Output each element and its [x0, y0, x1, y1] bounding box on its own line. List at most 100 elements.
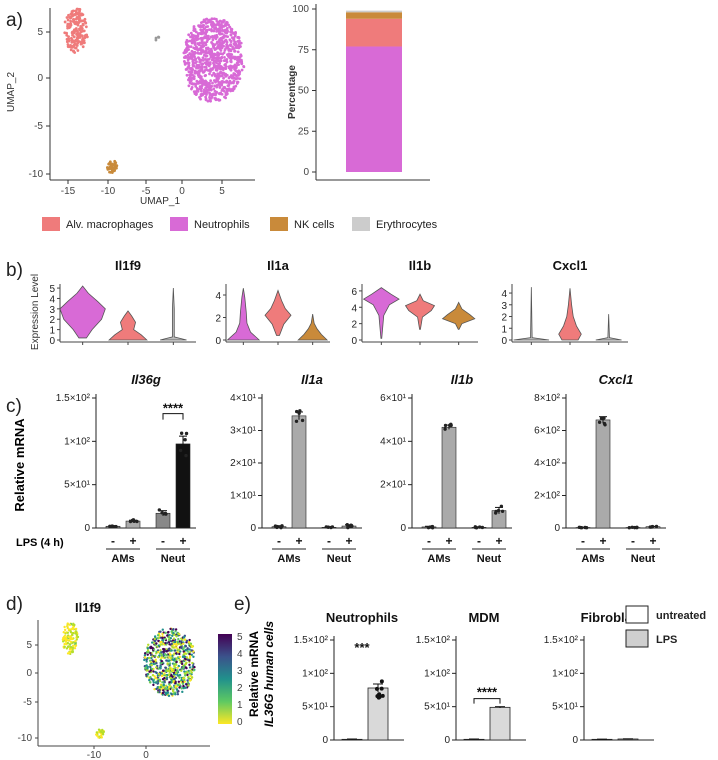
lps-label: LPS (4 h) — [16, 537, 64, 549]
violin-y-tick: 1 — [49, 326, 55, 337]
colorbar-tick: 0 — [237, 717, 243, 728]
violin-shape — [404, 293, 436, 330]
violin-y-tick: 2 — [215, 314, 221, 325]
composition-y-tick: 75 — [298, 45, 310, 56]
human-y-tick: 1×10² — [302, 668, 329, 679]
qpcr-y-tick: 0 — [250, 523, 256, 534]
group-label-ams: AMs — [427, 553, 450, 565]
data-point — [330, 525, 335, 529]
data-point — [500, 509, 505, 513]
legend-label-erythrocytes: Erythrocytes — [376, 219, 438, 231]
data-point — [449, 424, 453, 428]
qpcr-y-tick: 6×10¹ — [380, 393, 407, 404]
treatment-legend: untreated LPS — [625, 605, 706, 648]
group-label-neut: Neut — [327, 553, 352, 565]
group-label-neut: Neut — [477, 553, 502, 565]
mrna-y-label: Relative mRNA — [12, 418, 27, 512]
feature-y-tick: 0 — [26, 668, 32, 679]
data-point — [349, 525, 353, 529]
qpcr-y-tick: 1.5×10² — [56, 393, 91, 404]
feature-x-tick: -10 — [87, 750, 102, 760]
composition-bar-chart: 100 75 50 25 0 Percentage — [287, 4, 430, 181]
data-point — [273, 524, 278, 528]
significance-stars: **** — [163, 401, 184, 416]
group-label-ams: AMs — [581, 553, 604, 565]
violin-shape — [513, 287, 550, 341]
stack-segment-alv-macrophages — [346, 18, 402, 47]
violin-y-tick: 0 — [501, 336, 507, 347]
data-point — [111, 524, 116, 529]
data-point — [179, 431, 184, 435]
significance-stars: **** — [477, 685, 498, 700]
composition-y-tick: 50 — [298, 86, 310, 97]
data-point — [376, 695, 381, 700]
qpcr-title: Il1b — [451, 372, 473, 387]
colorbar-tick: 2 — [237, 683, 243, 694]
legend-swatch-neutrophils — [170, 217, 188, 231]
composition-y-label: Percentage — [287, 65, 298, 119]
human-y-tick: 0 — [444, 735, 450, 746]
qpcr-title: Il36g — [131, 372, 161, 387]
human-bar-charts: Neutrophils 1.5×10² 1×10² 5×10¹ 0 *** MDM 1.5×1… — [294, 610, 654, 746]
umap-x-tick: -15 — [61, 186, 76, 197]
feature-macrophage-cluster — [61, 622, 80, 656]
legend-swatch-nk-cells — [270, 217, 288, 231]
umap-y-ticks: 5 0 -5 -10 — [29, 27, 50, 180]
violin-plot-il1b: Il1b 6 4 2 0 — [351, 258, 478, 347]
erythrocyte-cluster — [154, 35, 161, 42]
qpcr-y-tick: 5×10¹ — [64, 480, 91, 491]
qpcr-bar — [291, 415, 307, 529]
human-y-tick: 0 — [572, 735, 578, 746]
legend-swatch-alv-macrophages — [42, 217, 60, 231]
data-point — [577, 525, 582, 530]
data-point — [294, 409, 299, 414]
data-point — [131, 518, 136, 522]
data-point — [430, 525, 435, 529]
feature-title: Il1f9 — [75, 600, 101, 615]
qpcr-y-tick: 2×10¹ — [380, 480, 407, 491]
group-label-neut: Neut — [631, 553, 656, 565]
qpcr-y-tick: 0 — [554, 523, 560, 534]
qpcr-y-tick: 3×10¹ — [230, 426, 257, 437]
lps-sign: - — [111, 534, 115, 548]
lps-sign: + — [495, 534, 502, 548]
violin-y-tick: 2 — [351, 320, 357, 331]
data-point — [178, 448, 183, 453]
violin-shape — [558, 288, 582, 341]
lps-sign: + — [445, 534, 452, 548]
lps-sign: + — [599, 534, 606, 548]
data-point — [183, 438, 187, 442]
human-y-tick: 1.5×10² — [416, 635, 451, 646]
qpcr-y-tick: 2×10² — [534, 491, 561, 502]
human-y-label-line1: Relative mRNA — [247, 631, 261, 717]
violin-plot-il1a: Il1a 4 2 0 — [215, 258, 330, 347]
data-point — [597, 420, 602, 425]
data-point — [480, 525, 485, 530]
feature-neutrophil-cluster — [143, 627, 196, 698]
violin-y-tick: 3 — [49, 305, 55, 316]
human-y-tick: 0 — [322, 735, 328, 746]
data-point — [300, 418, 305, 423]
stack-segment-neutrophils — [346, 46, 402, 172]
panel-label-b: b) — [6, 260, 23, 281]
qpcr-y-tick: 4×10² — [534, 458, 561, 469]
qpcr-y-tick: 2×10¹ — [230, 458, 257, 469]
colorbar-tick: 1 — [237, 700, 243, 711]
data-point — [654, 524, 659, 529]
stack-segment-nk-cells — [346, 12, 402, 19]
umap-x-tick: 5 — [219, 186, 225, 197]
significance-bracket — [162, 413, 184, 420]
lps-sign: - — [427, 534, 431, 548]
violin-y-label: Expression Level — [30, 274, 41, 350]
umap-plot: -15 -10 -5 0 5 5 0 -5 -10 UMAP_1 UMAP_2 — [6, 7, 255, 207]
violin-y-tick: 0 — [215, 336, 221, 347]
significance-bracket — [473, 698, 501, 704]
violin-y-tick: 5 — [49, 284, 55, 295]
umap-x-tick: -5 — [142, 186, 151, 197]
lps-sign: - — [581, 534, 585, 548]
lps-sign: - — [161, 534, 165, 548]
